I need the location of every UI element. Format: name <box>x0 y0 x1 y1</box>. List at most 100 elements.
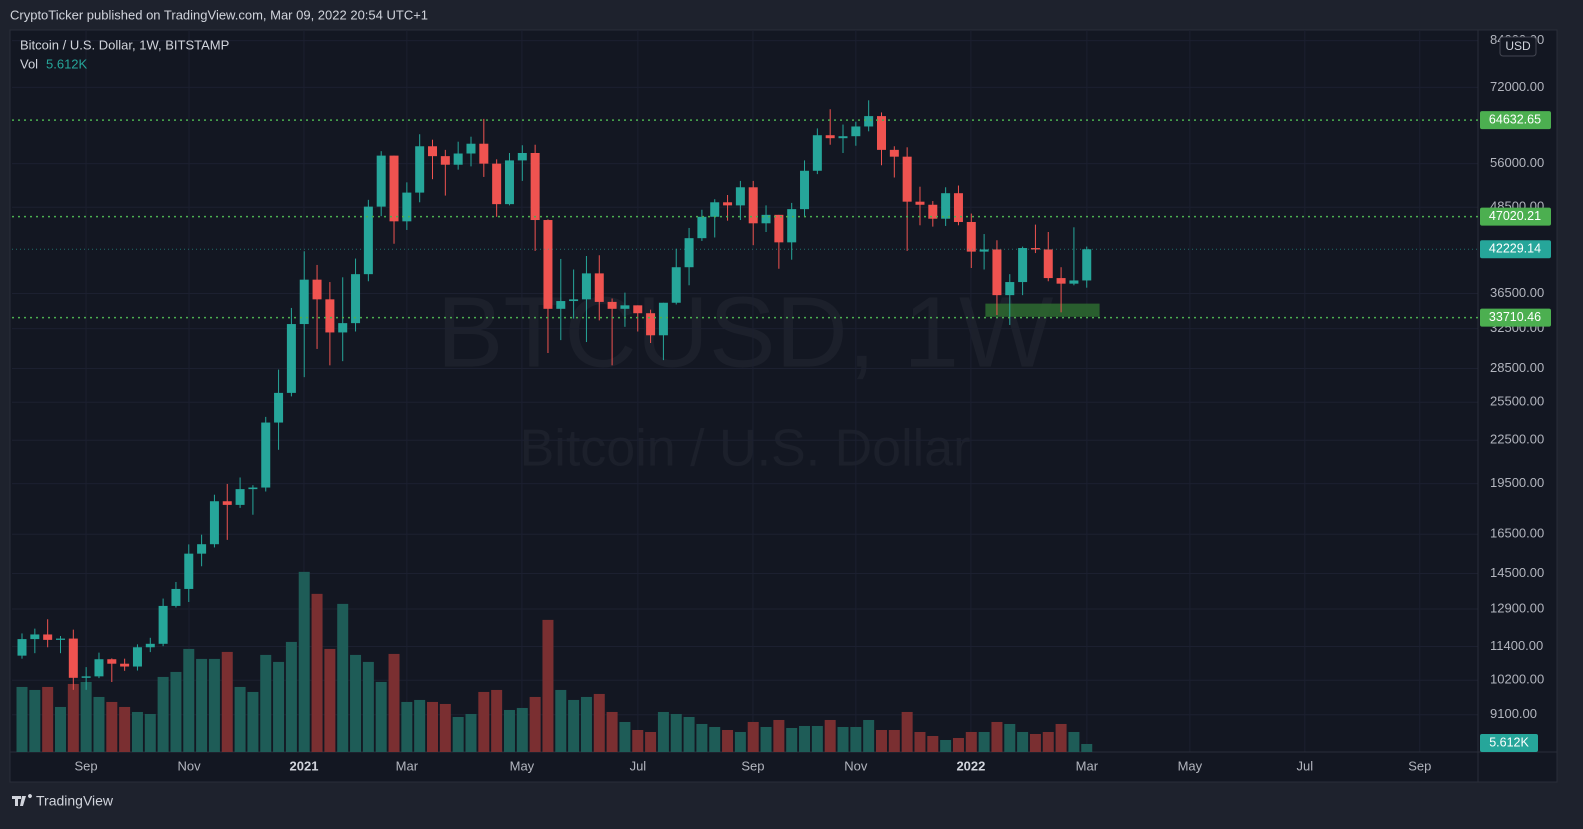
volume-bar <box>388 653 400 752</box>
volume-bar <box>285 641 297 752</box>
candle-body <box>556 301 566 309</box>
candle-body <box>389 155 399 222</box>
x-tick-label: May <box>1178 758 1203 773</box>
x-tick-label: Nov <box>844 758 868 773</box>
x-tick-label: Jul <box>1297 758 1314 773</box>
volume-bar <box>170 671 182 752</box>
volume-bar <box>632 729 644 752</box>
volume-tag <box>1480 734 1538 752</box>
volume-bar <box>901 711 913 752</box>
candle-body <box>761 214 771 224</box>
volume-bar <box>131 711 143 752</box>
candle-body <box>697 216 707 239</box>
candle-body <box>184 553 194 589</box>
candle-body <box>81 676 91 678</box>
candle-body <box>941 193 951 219</box>
level-label: 47020.21 <box>1489 209 1541 223</box>
candle-body <box>658 302 668 336</box>
volume-bar <box>747 721 759 752</box>
volume-bar <box>196 658 208 752</box>
volume-bar <box>362 661 374 752</box>
candle-body <box>864 116 874 127</box>
candle-body <box>43 634 53 640</box>
volume-bar <box>1017 731 1029 752</box>
x-tick-label: Jul <box>630 758 647 773</box>
candle-body <box>517 152 527 161</box>
volume-bar <box>183 648 195 752</box>
candle-body <box>876 116 886 150</box>
candle-body <box>607 301 617 309</box>
volume-bar <box>670 713 682 752</box>
volume-bar <box>580 696 592 752</box>
volume-bar <box>555 689 567 752</box>
candle-body <box>569 299 579 302</box>
candle-body <box>466 143 476 154</box>
candle-body <box>1018 248 1028 283</box>
y-tick-label: 72000.00 <box>1490 79 1544 94</box>
candle-body <box>158 605 168 644</box>
candle-body <box>710 202 720 217</box>
candle-body <box>581 273 591 300</box>
symbol-legend: Bitcoin / U.S. Dollar, 1W, BITSTAMP <box>20 37 229 52</box>
volume-bar <box>760 726 772 752</box>
y-tick-label: 36500.00 <box>1490 285 1544 300</box>
volume-bar <box>1029 733 1041 752</box>
candle-body <box>633 305 643 314</box>
x-tick-label: Nov <box>177 758 201 773</box>
volume-bar <box>606 711 618 752</box>
level-tag <box>1480 111 1551 130</box>
y-tick-label: 28500.00 <box>1490 360 1544 375</box>
candle-body <box>94 659 104 677</box>
candle-body <box>107 659 117 664</box>
volume-bar <box>273 661 285 752</box>
candle-body <box>30 634 40 640</box>
volume-bar <box>414 699 426 752</box>
volume-bar <box>734 731 746 752</box>
candle-body <box>209 501 219 545</box>
volume-label: 5.612K <box>1489 735 1529 749</box>
candle-body <box>543 220 553 309</box>
volume-bar <box>824 719 836 752</box>
brand: TradingView <box>36 793 114 809</box>
candle-body <box>838 136 848 139</box>
candle-body <box>274 392 284 423</box>
candle-body <box>453 153 463 165</box>
volume-bar <box>1068 731 1080 752</box>
volume-bar <box>67 683 79 752</box>
last-price-tag <box>1480 240 1551 259</box>
level-tag <box>1480 207 1551 226</box>
candle-body <box>671 267 681 303</box>
candle-body <box>966 221 976 252</box>
volume-bar <box>952 737 964 752</box>
currency[interactable]: USD <box>1505 39 1531 53</box>
y-tick-label: 56000.00 <box>1490 155 1544 170</box>
volume-bar <box>837 726 849 752</box>
candle-body <box>530 152 540 221</box>
volume-bar <box>683 716 695 752</box>
last-price-label: 42229.14 <box>1489 242 1541 256</box>
volume-bar <box>914 731 926 752</box>
candle-body <box>286 324 296 393</box>
candle-body <box>145 643 155 648</box>
volume-bar <box>786 727 798 752</box>
volume-bar <box>119 706 131 752</box>
logo <box>12 794 32 806</box>
volume-bar <box>106 701 118 752</box>
volume-bar <box>208 658 220 752</box>
x-tick-label: Sep <box>741 758 764 773</box>
candle-body <box>620 305 630 309</box>
candle-body <box>68 638 78 678</box>
volume-bar <box>478 691 490 752</box>
candle-body <box>363 206 373 275</box>
x-tick-label: May <box>510 758 535 773</box>
candle-body <box>17 639 27 656</box>
candle-body <box>312 279 322 300</box>
currency-box[interactable] <box>1499 36 1537 57</box>
candle-body <box>646 313 656 336</box>
volume-bar <box>722 729 734 752</box>
volume-bar <box>42 686 54 752</box>
candle-body <box>325 299 335 333</box>
x-tick-label: Sep <box>74 758 97 773</box>
volume-bar <box>991 721 1003 752</box>
